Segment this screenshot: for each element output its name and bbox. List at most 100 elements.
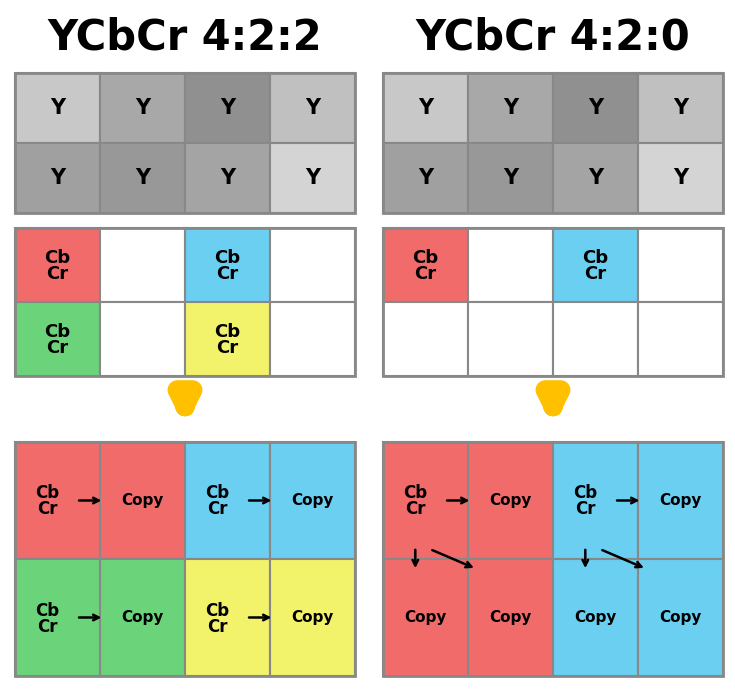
Text: Cb: Cb — [205, 484, 229, 502]
Bar — [100, 228, 185, 302]
Text: Cb: Cb — [44, 249, 71, 267]
Bar — [383, 228, 723, 376]
Text: Y: Y — [135, 168, 150, 188]
Text: Copy: Copy — [291, 493, 334, 508]
Text: Y: Y — [588, 98, 603, 118]
Text: Copy: Copy — [404, 610, 447, 625]
Bar — [383, 143, 468, 213]
Bar — [15, 143, 100, 213]
Bar — [270, 442, 355, 559]
Text: Y: Y — [418, 168, 433, 188]
Bar — [185, 559, 270, 676]
Text: Cr: Cr — [46, 339, 68, 357]
Text: Cr: Cr — [37, 500, 57, 518]
Text: Cb: Cb — [35, 484, 60, 502]
Text: Y: Y — [673, 98, 688, 118]
Bar — [468, 559, 553, 676]
Bar — [468, 73, 553, 143]
Bar — [383, 559, 468, 676]
Text: Cb: Cb — [35, 602, 60, 620]
Text: Cr: Cr — [415, 265, 437, 283]
Bar — [100, 442, 185, 559]
Bar — [100, 302, 185, 376]
Bar — [638, 73, 723, 143]
Bar — [100, 559, 185, 676]
Bar — [185, 143, 270, 213]
Text: Y: Y — [50, 98, 65, 118]
Text: Copy: Copy — [121, 493, 164, 508]
Bar — [468, 143, 553, 213]
Bar — [15, 442, 100, 559]
Text: Cr: Cr — [207, 500, 228, 518]
Bar — [270, 228, 355, 302]
Bar — [383, 73, 723, 213]
Bar — [15, 73, 100, 143]
Bar — [185, 442, 270, 559]
Text: Y: Y — [503, 98, 518, 118]
Text: Y: Y — [588, 168, 603, 188]
Bar — [553, 559, 638, 676]
Text: Cr: Cr — [216, 339, 239, 357]
Bar — [185, 73, 270, 143]
Text: Copy: Copy — [490, 493, 531, 508]
Bar — [100, 73, 185, 143]
Text: Y: Y — [418, 98, 433, 118]
Bar — [468, 302, 553, 376]
Bar — [553, 143, 638, 213]
Text: Cr: Cr — [46, 265, 68, 283]
Bar — [15, 228, 355, 376]
Text: Y: Y — [220, 168, 235, 188]
Text: Y: Y — [305, 98, 320, 118]
Bar — [185, 228, 270, 302]
Text: Cb: Cb — [44, 323, 71, 341]
Bar — [383, 442, 723, 676]
Bar — [638, 228, 723, 302]
Bar — [383, 302, 468, 376]
Bar — [383, 73, 468, 143]
Text: Y: Y — [135, 98, 150, 118]
Text: YCbCr 4:2:0: YCbCr 4:2:0 — [415, 17, 690, 59]
Bar — [270, 73, 355, 143]
Bar — [553, 73, 638, 143]
Bar — [638, 302, 723, 376]
Bar — [15, 73, 355, 213]
Text: Cr: Cr — [405, 500, 426, 518]
Text: Cb: Cb — [573, 484, 598, 502]
Bar — [270, 559, 355, 676]
Bar — [383, 442, 468, 559]
Text: Y: Y — [305, 168, 320, 188]
Text: Y: Y — [673, 168, 688, 188]
Bar — [468, 228, 553, 302]
Bar — [553, 228, 638, 302]
Bar — [15, 302, 100, 376]
Text: Cb: Cb — [582, 249, 609, 267]
Bar — [15, 228, 100, 302]
Bar — [468, 442, 553, 559]
Text: Cr: Cr — [37, 618, 57, 635]
Text: Copy: Copy — [291, 610, 334, 625]
Text: Copy: Copy — [490, 610, 531, 625]
Text: Copy: Copy — [574, 610, 617, 625]
Text: Copy: Copy — [121, 610, 164, 625]
Text: Cr: Cr — [584, 265, 606, 283]
Bar — [638, 442, 723, 559]
Bar — [15, 559, 100, 676]
Text: Cr: Cr — [216, 265, 239, 283]
Text: Cr: Cr — [575, 500, 595, 518]
Bar — [100, 143, 185, 213]
Bar — [270, 302, 355, 376]
Text: YCbCr 4:2:2: YCbCr 4:2:2 — [48, 17, 323, 59]
Bar — [270, 143, 355, 213]
Bar — [383, 228, 468, 302]
Text: Cb: Cb — [215, 323, 240, 341]
Bar — [638, 559, 723, 676]
Text: Cb: Cb — [205, 602, 229, 620]
Bar — [638, 143, 723, 213]
Text: Cb: Cb — [412, 249, 439, 267]
Text: Cr: Cr — [207, 618, 228, 635]
Text: Copy: Copy — [659, 493, 702, 508]
Text: Cb: Cb — [404, 484, 427, 502]
Text: Y: Y — [50, 168, 65, 188]
Bar — [185, 302, 270, 376]
Bar — [15, 442, 355, 676]
